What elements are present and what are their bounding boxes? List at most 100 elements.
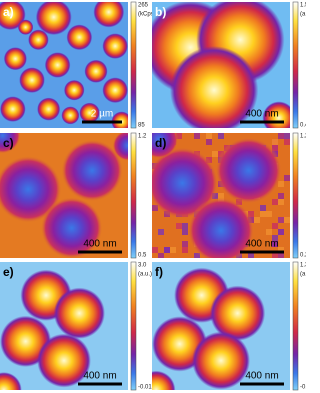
noise-pixel — [176, 133, 182, 139]
noise-pixel — [266, 211, 272, 217]
panel-label: a) — [3, 5, 14, 19]
noise-pixel — [194, 253, 200, 258]
noise-pixel — [272, 235, 278, 241]
noise-pixel — [260, 205, 266, 211]
colorbar — [292, 1, 299, 129]
particle — [3, 47, 27, 71]
particle — [44, 52, 71, 78]
noise-pixel — [248, 211, 254, 217]
scale-bar-label: 400 nm — [245, 239, 278, 250]
noise-pixel — [182, 223, 188, 229]
image-panel — [0, 133, 128, 258]
noise-pixel — [152, 205, 158, 211]
particle — [209, 285, 266, 341]
scale-bar-label: 400 nm — [245, 109, 278, 120]
colorbar-max: 1.2 — [300, 134, 306, 140]
particle — [0, 155, 62, 223]
particle — [79, 102, 100, 124]
colorbar — [130, 261, 137, 391]
noise-pixel — [254, 217, 260, 223]
particle — [152, 147, 219, 219]
colorbar — [130, 132, 137, 259]
figure: a) 2 µm 265 (kCps) 85 b) 400 nm 1.5 (a.u.) 0.4 c) 4… — [0, 1, 306, 391]
colorbar-min: -0.1 — [300, 385, 306, 391]
colorbar-min: 0.2 — [300, 253, 306, 259]
particle — [61, 139, 123, 202]
noise-pixel — [194, 133, 200, 139]
noise-pixel — [170, 247, 176, 253]
particle — [0, 96, 26, 122]
noise-pixel — [218, 133, 224, 139]
noise-pixel — [272, 241, 278, 247]
noise-pixel — [176, 223, 182, 229]
noise-pixel — [278, 229, 284, 235]
particle — [169, 46, 259, 128]
particle — [102, 33, 128, 59]
particle — [111, 111, 128, 128]
noise-pixel — [164, 247, 170, 253]
noise-pixel — [278, 181, 284, 187]
particle — [61, 106, 80, 125]
noise-pixel — [260, 211, 266, 217]
colorbar-max: 265 — [138, 3, 149, 9]
colorbar-min: 0.4 — [300, 123, 306, 129]
noise-pixel — [278, 217, 284, 223]
noise-pixel — [272, 199, 278, 205]
particle — [19, 67, 45, 93]
colorbar-max: 1.5 — [300, 3, 306, 9]
colorbar — [292, 261, 299, 391]
noise-pixel — [284, 133, 290, 139]
particle — [37, 333, 91, 388]
particle — [192, 331, 250, 390]
colorbar-min: 0.5 — [138, 253, 147, 259]
noise-pixel — [278, 253, 284, 258]
particle — [93, 2, 125, 28]
colorbar-max: 3.0 — [138, 263, 147, 269]
particle — [187, 197, 255, 258]
colorbar-min: -0.015 — [138, 385, 156, 391]
particle — [152, 133, 179, 159]
colorbar-unit: (a.u.) — [300, 272, 306, 278]
image-panel — [0, 262, 128, 390]
particle — [40, 197, 103, 258]
particle — [37, 97, 61, 121]
image-panel — [0, 2, 128, 128]
noise-pixel — [284, 217, 290, 223]
noise-pixel — [206, 139, 212, 145]
noise-pixel — [152, 247, 158, 253]
particle — [35, 2, 72, 36]
scale-bar-label: 400 nm — [83, 371, 116, 382]
colorbar-max: 1.2 — [138, 134, 147, 140]
scale-bar-label: 400 nm — [83, 239, 116, 250]
noise-pixel — [212, 151, 218, 157]
noise-pixel — [272, 139, 278, 145]
particle — [66, 24, 93, 51]
image-panel — [152, 262, 290, 390]
noise-pixel — [248, 253, 254, 258]
noise-pixel — [272, 253, 278, 258]
panel-label: e) — [3, 265, 14, 279]
noise-pixel — [182, 247, 188, 253]
particle — [64, 79, 85, 101]
noise-pixel — [182, 229, 188, 235]
particle — [53, 287, 105, 339]
noise-pixel — [278, 199, 284, 205]
colorbar-unit: (kCps) — [138, 12, 156, 18]
noise-pixel — [278, 193, 284, 199]
noise-pixel — [284, 175, 290, 181]
panel-label: c) — [3, 136, 14, 150]
colorbar — [292, 132, 299, 259]
particle — [215, 137, 282, 204]
noise-pixel — [206, 133, 212, 139]
noise-pixel — [272, 223, 278, 229]
scale-bar-label: 2 µm — [91, 109, 113, 120]
particle — [28, 29, 49, 51]
image-panel — [152, 2, 290, 128]
noise-pixel — [284, 139, 290, 145]
scale-bar-label: 400 nm — [245, 371, 278, 382]
colorbar — [130, 1, 137, 129]
particle — [0, 133, 21, 154]
colorbar-min: 85 — [138, 123, 145, 129]
noise-pixel — [278, 247, 284, 253]
noise-pixel — [272, 145, 278, 151]
